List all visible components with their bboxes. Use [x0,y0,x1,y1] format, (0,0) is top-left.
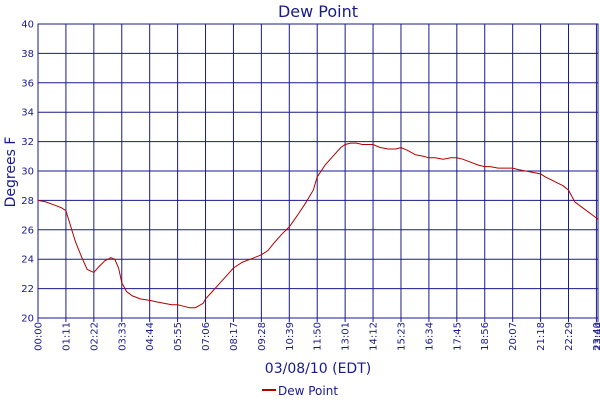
series-line-dew-point [37,142,599,309]
x-tick-label: 10:39 [285,322,296,351]
x-axis-ticks: 00:00 01:11 02:22 03:33 04:44 05:55 07:06 08:17… [34,318,600,351]
x-axis-label: 03/08/10 (EDT) [265,361,371,377]
y-tick-label: 20 [21,314,34,325]
x-tick-label: 07:06 [201,322,212,351]
x-tick-label: 13:01 [341,322,352,351]
y-tick-label: 32 [21,137,34,148]
x-tick-label: 09:28 [257,322,268,351]
y-axis-ticks: 20 22 24 26 28 30 32 34 36 38 40 [21,20,34,325]
x-tick-label: 01:11 [61,322,72,351]
legend-label-dew-point: Dew Point [278,384,338,398]
legend: Dew Point [262,384,338,398]
y-tick-label: 24 [21,255,34,266]
x-tick-label: 08:17 [229,322,240,351]
x-tick-label: 15:23 [396,322,407,351]
x-tick-label: 23:40 [592,322,600,351]
y-tick-label: 34 [21,108,34,119]
x-tick-label: 14:12 [369,322,380,351]
y-tick-label: 36 [21,78,34,89]
x-tick-label: 21:18 [536,322,547,351]
y-tick-label: 22 [21,284,34,295]
y-tick-label: 28 [21,196,34,207]
x-tick-label: 03:33 [117,322,128,351]
y-tick-label: 26 [21,225,34,236]
grid-lines [38,23,598,319]
x-tick-label: 17:45 [452,322,463,351]
x-tick-label: 23:44 [594,322,600,351]
x-tick-label: 18:56 [480,322,491,351]
plot-area-frame [37,23,599,319]
chart-title: Dew Point [278,2,358,21]
x-tick-label: 20:07 [508,322,519,351]
y-tick-label: 38 [21,49,34,60]
y-tick-label: 30 [21,167,34,178]
y-tick-label: 40 [21,20,34,31]
x-tick-label: 00:00 [34,322,45,351]
x-tick-label: 05:55 [173,322,184,351]
x-tick-label: 02:22 [89,322,100,351]
x-tick-label: 11:50 [313,322,324,351]
x-tick-label: 16:34 [424,322,435,351]
x-tick-label: 04:44 [145,322,156,351]
y-axis-label: Degrees F [3,137,19,208]
x-tick-label: 22:29 [564,322,575,351]
